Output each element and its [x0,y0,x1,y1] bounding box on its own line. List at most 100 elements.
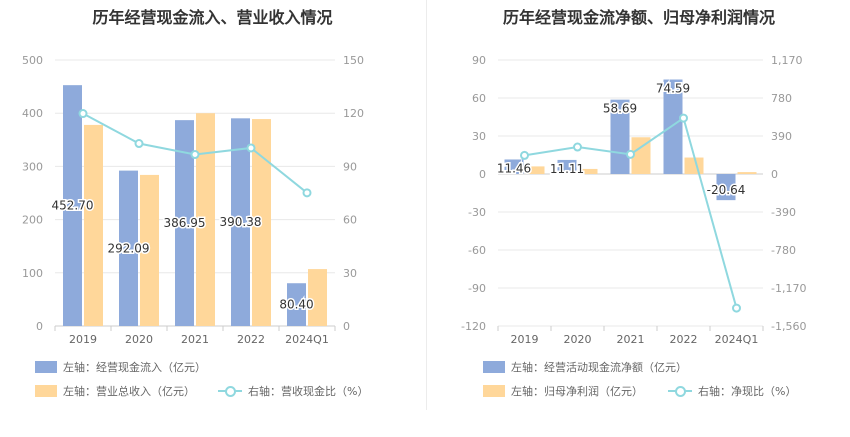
right-axis-tick-label: 90 [343,160,357,173]
right-axis-tick-label: 120 [343,107,364,120]
bar-secondary [252,119,271,326]
left-axis-tick-label: 90 [472,54,486,67]
ratio-point [573,142,582,152]
legend-label: 左轴：经营现金流入（亿元） [63,361,206,374]
x-axis-tick-label: 2020 [125,333,153,346]
right-axis-tick-label: 0 [343,320,350,333]
ratio-point [520,150,529,160]
right-axis-tick-label: 780 [771,92,792,105]
right-axis-tick-label: -1,170 [771,282,806,295]
legend-label: 右轴：营收现金比（%） [248,385,369,398]
right-axis-tick-label: 0 [771,168,778,181]
bar-data-label: 390.38 [220,215,262,229]
bar-secondary [737,172,757,174]
right-chart-panel: 历年经营现金流净额、归母净利润情况 -120 -1,560 -90 -1,170 -60… [428,0,850,437]
left-axis-tick-label: -30 [468,206,486,219]
right-chart-title: 历年经营现金流净额、归母净利润情况 [502,8,775,27]
legend-label: 左轴：归母净利润（亿元） [511,385,643,398]
bar-secondary [84,124,103,327]
bar-primary [504,159,524,174]
left-axis-tick-label: -120 [461,320,486,333]
legend-line-marker [668,385,692,397]
right-axis-tick-label: 1,170 [771,54,803,67]
left-axis-tick-label: 500 [22,54,43,67]
legend-swatch-blue [35,361,57,373]
left-chart-panel: 历年经营现金流入、营业收入情况 0 0 100 30 200 60 300 90 400 120 5… [22,8,368,399]
bar-primary [287,283,306,326]
left-legend-item-ratio[interactable]: 右轴：营收现金比（%） [218,383,368,399]
left-chart-title: 历年经营现金流入、营业收入情况 [92,8,333,27]
ratio-point [246,143,256,153]
bar-primary [716,174,736,201]
right-chart-plot: -120 -1,560 -90 -1,170 -60 -780 -30 -390 0 0 30 390… [461,54,806,346]
ratio-point [78,109,88,119]
x-axis-tick-label: 2024Q1 [715,333,759,346]
bar-secondary [140,174,159,326]
left-chart-plot: 0 0 100 30 200 60 300 90 400 120 500 150 2019 2020 202… [22,54,364,346]
ratio-point [134,139,144,149]
x-axis-tick-label: 2021 [181,333,209,346]
bar-secondary [631,137,651,174]
right-axis-tick-label: 150 [343,54,364,67]
bar-primary [63,85,82,326]
ratio-point [732,303,741,313]
bar-data-label: 386.95 [164,216,206,230]
bar-secondary [684,157,704,174]
ratio-point [626,149,635,159]
legend-swatch-yellow [35,385,57,397]
bar-data-label: 292.09 [108,241,150,255]
right-axis-tick-label: 60 [343,214,357,227]
right-axis-tick-label: -390 [771,206,796,219]
legend-swatch-yellow [483,385,505,397]
bar-data-label: 74.59 [656,82,690,96]
ratio-point [679,113,688,123]
left-axis-tick-label: 300 [22,160,43,173]
left-axis-tick-label: 30 [472,130,486,143]
left-legend-item-revenue[interactable]: 左轴：营业总收入（亿元） [35,383,195,399]
bar-primary [663,79,683,174]
bar-data-label: 452.70 [52,199,94,213]
bar-primary [610,99,630,174]
bar-primary [557,159,577,174]
bar-data-label: 80.40 [279,298,313,312]
left-axis-tick-label: 0 [479,168,486,181]
legend-label: 左轴：营业总收入（亿元） [63,385,195,398]
x-axis-tick-label: 2019 [69,333,97,346]
x-axis-tick-label: 2019 [511,333,539,346]
bar-primary [175,120,194,326]
left-axis-tick-label: 0 [36,320,43,333]
x-axis-tick-label: 2021 [617,333,645,346]
right-legend-item-netflow[interactable]: 左轴：经营活动现金流净额（亿元） [483,359,687,375]
x-axis-tick-label: 2022 [670,333,698,346]
right-axis-tick-label: 30 [343,267,357,280]
legend-label: 右轴：净现比（%） [698,385,797,398]
right-axis-tick-label: 390 [771,130,792,143]
x-axis-tick-label: 2022 [237,333,265,346]
left-axis-tick-label: 200 [22,214,43,227]
left-axis-tick-label: -60 [468,244,486,257]
left-axis-tick-label: 100 [22,267,43,280]
bar-data-label: 11.46 [497,161,531,175]
bar-secondary [525,166,545,174]
bar-secondary [578,168,598,174]
left-axis-tick-label: 60 [472,92,486,105]
legend-label: 左轴：经营活动现金流净额（亿元） [511,361,687,374]
bar-data-label: -20.64 [707,183,746,197]
left-legend-item-inflow[interactable]: 左轴：经营现金流入（亿元） [35,359,206,375]
left-axis-tick-label: 400 [22,107,43,120]
panel-divider [426,0,427,410]
bar-primary [231,118,250,326]
right-legend-item-ratio[interactable]: 右轴：净现比（%） [668,383,796,399]
x-axis-tick-label: 2020 [564,333,592,346]
ratio-point [190,150,200,160]
right-axis-tick-label: -780 [771,244,796,257]
ratio-line [524,116,738,309]
right-legend-item-netprofit[interactable]: 左轴：归母净利润（亿元） [483,383,643,399]
legend-swatch-blue [483,361,505,373]
bar-secondary [308,269,327,326]
legend-line-marker [218,385,242,397]
bar-primary [119,170,138,326]
left-axis-tick-label: -90 [468,282,486,295]
bar-secondary [196,113,215,326]
right-axis-tick-label: -1,560 [771,320,806,333]
